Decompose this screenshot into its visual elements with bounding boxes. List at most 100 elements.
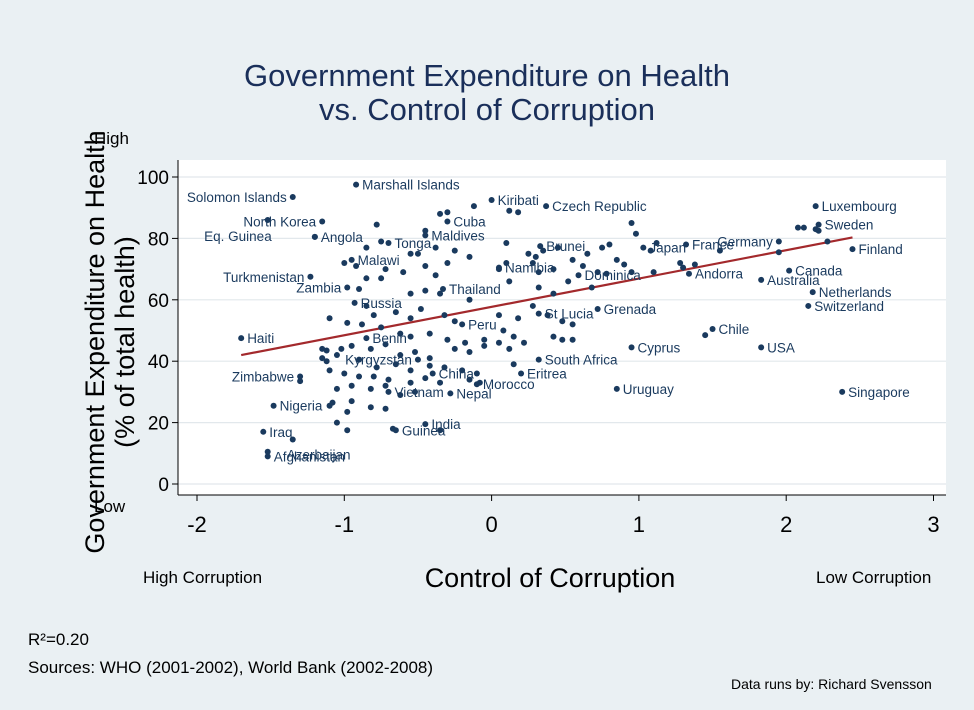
data-point (758, 276, 765, 283)
data-point (716, 247, 723, 254)
data-point (333, 385, 340, 392)
data-point (632, 230, 639, 237)
data-point (437, 379, 444, 386)
data-point (358, 321, 365, 328)
x-tick-label: -1 (335, 512, 355, 537)
data-point (373, 364, 380, 371)
data-point (439, 286, 446, 293)
data-point (344, 408, 351, 415)
point-label: Uruguay (623, 382, 674, 397)
data-point (794, 224, 801, 231)
data-point (326, 367, 333, 374)
data-point (323, 347, 330, 354)
data-point (264, 216, 271, 223)
point-label: Russia (361, 296, 403, 311)
x-tick-label: 0 (485, 512, 497, 537)
data-point (264, 448, 271, 455)
point-label: Zimbabwe (232, 370, 294, 385)
point-label: Angola (321, 230, 364, 245)
data-point (367, 385, 374, 392)
point-label: Tonga (394, 236, 431, 251)
point-label: Canada (795, 264, 843, 279)
point-label: Turkmenistan (223, 270, 304, 285)
data-point (815, 221, 822, 228)
data-point (385, 240, 392, 247)
x-tick-label: 2 (780, 512, 792, 537)
data-point (481, 336, 488, 343)
data-point (613, 385, 620, 392)
x-tick-label: 3 (927, 512, 939, 537)
data-point (529, 259, 536, 266)
data-point (459, 367, 466, 374)
point-label: Nigeria (280, 399, 323, 414)
data-point (264, 453, 271, 460)
data-point (488, 197, 495, 204)
data-point (575, 272, 582, 279)
data-point (356, 373, 363, 380)
data-point (407, 315, 414, 322)
data-point (569, 256, 576, 263)
data-point (680, 264, 687, 271)
plot-area (178, 160, 946, 495)
data-point (559, 336, 566, 343)
y-axis-title: Government Expenditure on Health (% of t… (80, 72, 140, 612)
point-label: Kyrgyzstan (345, 353, 412, 368)
data-point (289, 193, 296, 200)
point-label: Maldives (431, 228, 485, 243)
data-point (437, 290, 444, 297)
y-tick-label: 40 (148, 352, 169, 373)
data-point (441, 364, 448, 371)
data-point (473, 381, 480, 388)
data-point (525, 250, 532, 257)
data-point (518, 370, 525, 377)
data-point (839, 388, 846, 395)
data-point (503, 259, 510, 266)
data-point (594, 306, 601, 313)
data-point (621, 261, 628, 268)
data-point (397, 352, 404, 359)
y-axis-title-line-1: Government Expenditure on Health (80, 130, 110, 554)
x-tick-label: -2 (187, 512, 207, 537)
data-point (378, 324, 385, 331)
data-point (348, 382, 355, 389)
data-point (809, 289, 816, 296)
data-point (333, 352, 340, 359)
data-point (370, 312, 377, 319)
data-point (333, 419, 340, 426)
data-point (569, 321, 576, 328)
data-point (426, 355, 433, 362)
data-point (367, 404, 374, 411)
data-point (543, 203, 550, 210)
point-label: Morocco (483, 377, 535, 392)
data-point (451, 318, 458, 325)
data-point (344, 319, 351, 326)
data-point (422, 227, 429, 234)
data-point (506, 278, 513, 285)
data-point (432, 272, 439, 279)
data-point (510, 361, 517, 368)
data-point (459, 321, 466, 328)
data-point (378, 238, 385, 245)
data-point (407, 367, 414, 374)
y-tick-label: 80 (148, 229, 169, 250)
data-point (437, 210, 444, 217)
data-point (559, 318, 566, 325)
point-label: Marshall Islands (362, 178, 460, 193)
data-point (550, 266, 557, 273)
data-point (535, 269, 542, 276)
point-label: Cuba (453, 215, 486, 230)
x-axis-title: Control of Corruption (424, 563, 676, 593)
data-point (709, 325, 716, 332)
data-point (628, 269, 635, 276)
point-label: Netherlands (819, 285, 892, 300)
point-label: Cyprus (638, 340, 681, 355)
data-point (351, 299, 358, 306)
data-point (466, 296, 473, 303)
data-point (540, 247, 547, 254)
data-point (382, 382, 389, 389)
data-point (412, 348, 419, 355)
r-squared: R²=0.20 (28, 630, 89, 649)
data-point (341, 370, 348, 377)
data-point (683, 241, 690, 248)
point-label: USA (767, 340, 795, 355)
